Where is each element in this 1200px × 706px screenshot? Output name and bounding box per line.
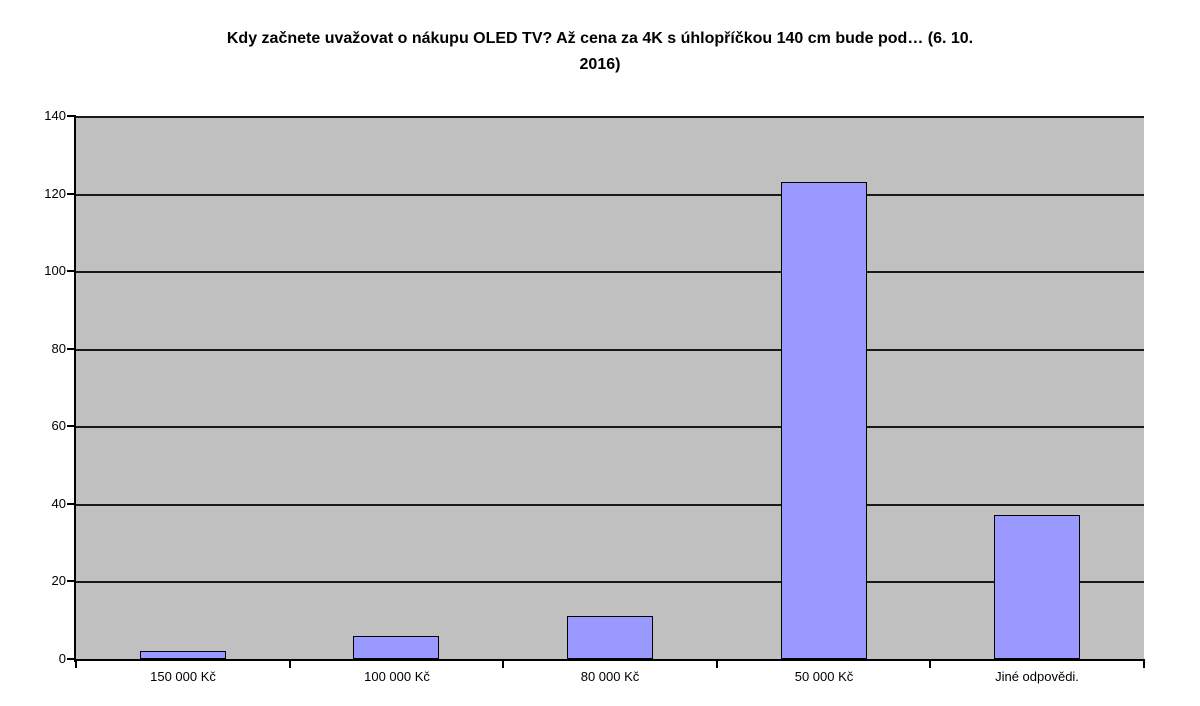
y-tick-40 xyxy=(67,502,75,505)
x-axis-label-jin-odpov-di: Jiné odpovědi. xyxy=(995,669,1079,684)
x-tick-3 xyxy=(716,661,718,668)
bar-jin-odpov-di xyxy=(994,515,1080,659)
bar-50-000-k xyxy=(781,182,867,659)
y-axis-label-60: 60 xyxy=(51,418,66,434)
x-tick-5 xyxy=(1143,661,1145,668)
x-tick-2 xyxy=(502,661,504,668)
plot-area xyxy=(76,116,1144,659)
y-tick-20 xyxy=(67,580,75,583)
bar-150-000-k xyxy=(140,651,226,659)
y-axis-label-120: 120 xyxy=(44,185,66,201)
x-axis-label-150-000-k: 150 000 Kč xyxy=(150,669,216,684)
y-tick-80 xyxy=(67,347,75,350)
x-tick-0 xyxy=(75,661,77,668)
y-axis-label-40: 40 xyxy=(51,495,66,511)
y-axis-label-80: 80 xyxy=(51,340,66,356)
x-tick-4 xyxy=(929,661,931,668)
y-axis-label-140: 140 xyxy=(44,108,66,123)
gridline-120 xyxy=(76,193,1144,196)
gridline-100 xyxy=(76,271,1144,274)
chart-title-line2: 2016) xyxy=(579,56,621,73)
y-tick-60 xyxy=(67,425,75,428)
gridline-140 xyxy=(76,116,1144,118)
chart-title: Kdy začnete uvažovat o nákupu OLED TV? A… xyxy=(0,26,1200,78)
y-axis-line xyxy=(74,115,76,662)
x-tick-1 xyxy=(289,661,291,668)
chart-title-line1: Kdy začnete uvažovat o nákupu OLED TV? A… xyxy=(226,30,974,47)
gridline-60 xyxy=(76,426,1144,429)
gridline-20 xyxy=(76,581,1144,584)
y-axis-label-0: 0 xyxy=(58,651,66,666)
y-tick-0 xyxy=(67,658,75,660)
bar-80-000-k xyxy=(567,616,653,659)
x-axis-line xyxy=(74,659,1145,661)
x-axis-label-80-000-k: 80 000 Kč xyxy=(580,669,640,684)
gridline-80 xyxy=(76,348,1144,351)
gridline-40 xyxy=(76,503,1144,506)
y-tick-120 xyxy=(67,192,75,195)
x-axis-label-50-000-k: 50 000 Kč xyxy=(794,669,854,684)
y-tick-100 xyxy=(67,270,75,273)
bar-100-000-k xyxy=(353,636,439,659)
y-axis-label-100: 100 xyxy=(44,263,66,279)
y-tick-140 xyxy=(67,115,75,117)
y-axis-label-20: 20 xyxy=(51,573,66,589)
x-axis-label-100-000-k: 100 000 Kč xyxy=(364,669,430,684)
